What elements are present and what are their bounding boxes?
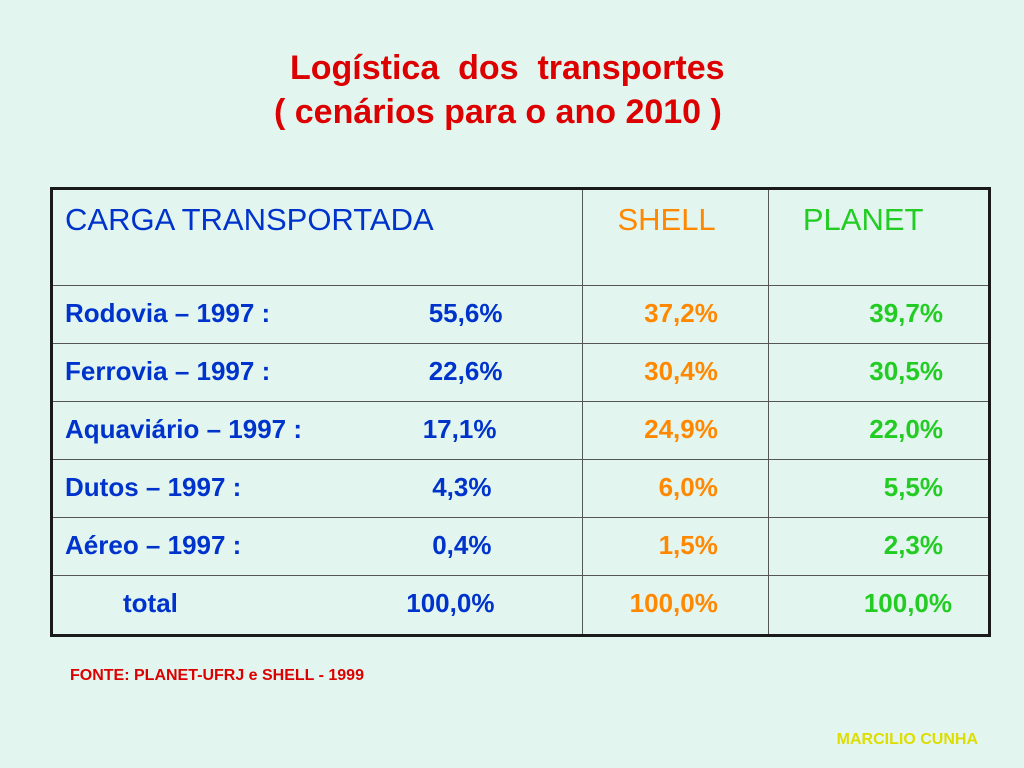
shell-total-value: 100,0% [629,588,718,618]
base-1997-value: 0,4% [432,530,492,560]
base-1997-value: 22,6% [428,356,503,386]
shell-value: 1,5% [658,530,718,560]
header-shell-label: SHELL [617,202,716,237]
planet-value: 5,5% [883,472,943,502]
total-cell: total 100,0% [50,575,584,636]
total-label: total [123,588,178,618]
mode-cell: Aéreo – 1997 : 0,4% [50,517,584,576]
table-header-row: CARGA TRANSPORTADA SHELL PLANET [50,188,991,286]
mode-cell: Aquaviário – 1997 : 17,1% [50,401,584,460]
planet-value: 22,0% [869,414,943,444]
table-row: Aéreo – 1997 : 0,4% 1,5% 2,3% [50,517,991,576]
shell-value: 6,0% [658,472,718,502]
author-name: MARCILIO CUNHA [836,731,978,748]
table-row-total: total 100,0% 100,0% 100,0% [50,575,991,636]
mode-label: Dutos – 1997 : [65,472,242,502]
shell-value: 30,4% [644,356,718,386]
table-row: Dutos – 1997 : 4,3% 6,0% 5,5% [50,459,991,518]
table-row: Ferrovia – 1997 : 22,6% 30,4% 30,5% [50,343,991,402]
planet-total-value: 100,0% [863,588,952,618]
planet-cell: 2,3% [767,517,991,576]
shell-value: 24,9% [644,414,718,444]
shell-cell: 1,5% [582,517,769,576]
slide-title-line2: ( cenários para o ano 2010 ) [274,93,722,131]
slide-title-line1: Logística dos transportes [290,49,725,87]
planet-cell: 30,5% [767,343,991,402]
table-row: Aquaviário – 1997 : 17,1% 24,9% 22,0% [50,401,991,460]
shell-cell: 6,0% [582,459,769,518]
base-1997-value: 55,6% [428,298,503,328]
total-base-value: 100,0% [406,588,495,618]
table-row: Rodovia – 1997 : 55,6% 37,2% 39,7% [50,285,991,344]
shell-value: 37,2% [644,298,718,328]
mode-label: Rodovia – 1997 : [65,298,271,328]
mode-cell: Dutos – 1997 : 4,3% [50,459,584,518]
mode-label: Aéreo – 1997 : [65,530,242,560]
source-note: FONTE: PLANET-UFRJ e SHELL - 1999 [70,667,364,684]
shell-cell: 30,4% [582,343,769,402]
base-1997-value: 4,3% [432,472,492,502]
planet-cell: 5,5% [767,459,991,518]
header-cell-shell: SHELL [582,188,769,286]
planet-value: 30,5% [869,356,943,386]
planet-cell: 100,0% [767,575,991,636]
shell-cell: 24,9% [582,401,769,460]
base-1997-value: 17,1% [422,414,497,444]
planet-value: 2,3% [883,530,943,560]
shell-cell: 37,2% [582,285,769,344]
planet-cell: 39,7% [767,285,991,344]
mode-label: Ferrovia – 1997 : [65,356,271,386]
mode-label: Aquaviário – 1997 : [65,414,302,444]
header-carga-label: CARGA TRANSPORTADA [65,202,434,237]
mode-cell: Ferrovia – 1997 : 22,6% [50,343,584,402]
planet-cell: 22,0% [767,401,991,460]
mode-cell: Rodovia – 1997 : 55,6% [50,285,584,344]
header-planet-label: PLANET [802,202,924,237]
shell-cell: 100,0% [582,575,769,636]
transport-share-table: CARGA TRANSPORTADA SHELL PLANET Rodovia … [50,187,991,637]
header-cell-planet: PLANET [767,188,991,286]
header-cell-carga: CARGA TRANSPORTADA [50,188,584,286]
planet-value: 39,7% [869,298,943,328]
